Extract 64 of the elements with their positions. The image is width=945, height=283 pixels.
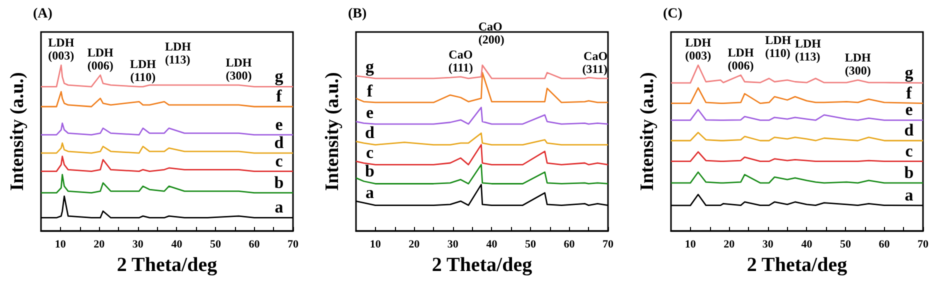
series-label: d — [274, 133, 284, 152]
series-label: b — [274, 172, 284, 192]
x-tick-label: 30 — [762, 238, 774, 250]
series-label: c — [366, 143, 374, 162]
x-tick-label: 70 — [602, 238, 614, 250]
annotation: LDH (110) — [765, 32, 792, 60]
series-label: a — [274, 198, 284, 217]
x-tick-label: 50 — [524, 238, 536, 250]
chart-title: (C) — [663, 6, 683, 22]
x-tick-label: 70 — [288, 238, 299, 250]
x-tick-label: 60 — [878, 238, 890, 250]
x-tick-label: 60 — [564, 238, 576, 250]
chart-title: (B) — [348, 6, 367, 22]
x-tick-label: 30 — [447, 238, 459, 250]
x-axis-title: 2 Theta/deg — [432, 254, 532, 276]
x-tick-label: 30 — [132, 238, 144, 250]
series-label: b — [365, 161, 374, 180]
x-tick-label: 70 — [918, 238, 929, 250]
annotation: LDH (110) — [130, 57, 157, 84]
x-tick-label: 10 — [684, 238, 696, 250]
series-label: d — [365, 123, 376, 142]
x-axis-title: 2 Theta/deg — [116, 254, 218, 276]
series-label: g — [274, 66, 284, 86]
series-label: f — [906, 83, 912, 102]
annotation: LDH (300) — [844, 50, 872, 78]
series-label: e — [905, 100, 914, 120]
x-tick-label: 20 — [724, 238, 736, 250]
series-label: a — [904, 185, 914, 204]
annotation: LDH (006) — [87, 46, 114, 73]
annotation: LDH (006) — [728, 46, 754, 73]
y-axis-title: Intensity (a.u.) — [322, 72, 343, 191]
series-label: g — [366, 56, 375, 76]
series-label: e — [275, 114, 284, 134]
annotation: CaO (200) — [478, 20, 504, 47]
x-axis-title: 2 Theta/deg — [746, 254, 848, 276]
series-label: f — [276, 86, 282, 106]
annotation: LDH (113) — [164, 40, 192, 67]
x-tick-label: 60 — [248, 238, 260, 250]
series-label: g — [904, 62, 914, 82]
y-axis-title: Intensity (a.u.) — [637, 72, 658, 191]
x-tick-label: 40 — [486, 238, 498, 250]
annotation: LDH (300) — [226, 56, 252, 83]
annotation: LDH (003) — [685, 36, 712, 63]
annotation: CaO (311) — [582, 48, 608, 76]
x-tick-label: 40 — [801, 238, 813, 250]
x-tick-label: 50 — [210, 238, 222, 250]
annotation: LDH (003) — [48, 36, 75, 63]
x-tick-label: 10 — [54, 238, 66, 250]
series-label: b — [904, 162, 914, 182]
series-label: a — [366, 182, 375, 202]
chart-title: (A) — [33, 6, 53, 22]
series-label: e — [366, 103, 374, 122]
series-label: c — [905, 141, 914, 160]
annotation: CaO (111) — [448, 47, 474, 74]
x-tick-label: 40 — [171, 238, 183, 250]
y-axis-title: Intensity (a.u.) — [7, 72, 28, 191]
series-label: c — [275, 151, 284, 170]
x-tick-label: 50 — [840, 238, 852, 250]
annotation: LDH (113) — [794, 36, 822, 64]
series-label: d — [904, 120, 914, 140]
x-tick-label: 20 — [94, 238, 106, 250]
series-label: f — [366, 82, 373, 101]
x-tick-label: 10 — [370, 238, 382, 250]
x-tick-label: 20 — [408, 238, 420, 250]
